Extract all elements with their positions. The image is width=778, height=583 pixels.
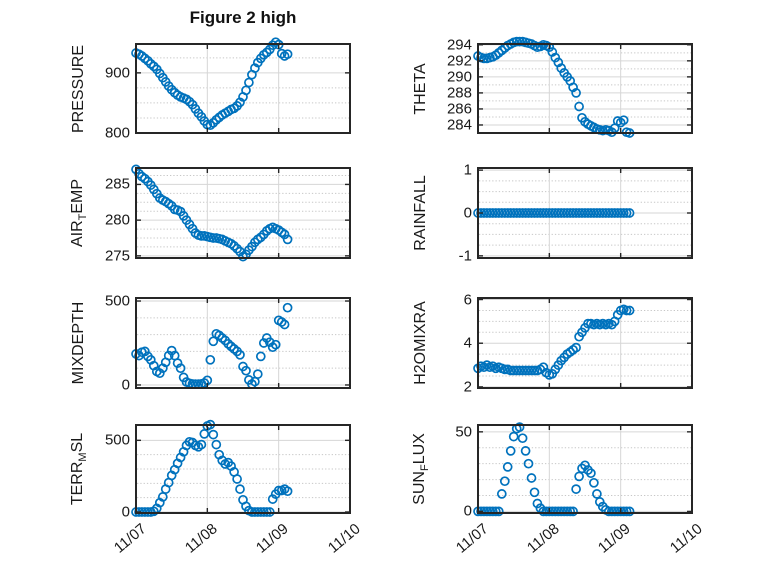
y-tick-label: 4 [463,334,472,352]
pressure-series [131,37,293,131]
subplot-h2omixra [473,297,693,389]
y-tick-label: 292 [446,52,472,70]
subplot-rainfall [473,167,693,259]
air-temp-series [131,164,293,262]
axes-box [135,43,351,134]
y-tick-label: 0 [463,204,472,222]
terr-msl-series [131,419,293,517]
mixdepth-series [131,302,293,389]
y-axis-label-pressure: PRESSURE [70,44,87,133]
y-tick-label: 0 [121,503,130,521]
y-tick-label: 2 [463,378,472,396]
y-axis-label-sun-flux: SUNFLUX [411,433,431,505]
subplot-air-temp [131,164,351,262]
y-axis-label-h2omixra: H2OMIXRA [412,301,429,385]
y-tick-label: -1 [458,247,472,265]
axes-box [477,424,693,514]
subplot-pressure [131,37,351,134]
sun-flux-series [473,422,635,517]
y-tick-label: 900 [104,64,130,82]
rainfall-series [473,208,635,218]
y-tick-label: 50 [455,423,472,441]
y-tick-label: 500 [104,431,130,449]
y-tick-label: 275 [104,247,130,265]
y-tick-label: 290 [446,68,472,86]
y-tick-label: 284 [446,116,472,134]
y-tick-label: 6 [463,291,472,309]
subplot-sun-flux [473,422,693,517]
y-axis-label-theta: THETA [412,62,429,115]
theta-series [473,36,635,138]
subplot-terr-msl [131,419,351,517]
h2omixra-series [473,304,635,380]
axes-box [135,297,351,389]
y-tick-label: 500 [104,292,130,310]
y-tick-label: 294 [446,36,472,54]
y-tick-label: 0 [463,502,472,520]
y-tick-label: 800 [104,124,130,142]
y-tick-label: 288 [446,84,472,102]
axes-box [135,424,351,514]
y-tick-label: 285 [104,175,130,193]
y-axis-label-terr-msl: TERRMSL [69,432,89,506]
subplot-theta [473,36,693,138]
axes-box [135,167,351,259]
figure-title: Figure 2 high [189,8,297,27]
y-tick-label: 0 [121,376,130,394]
subplot-mixdepth [131,297,351,389]
axes-box [477,43,693,134]
y-axis-label-mixdepth: MIXDEPTH [70,301,87,385]
y-axis-label-air-temp: AIRTEMP [69,178,89,248]
y-tick-label: 286 [446,100,472,118]
y-tick-label: 280 [104,211,130,229]
y-axis-label-rainfall: RAINFALL [412,175,429,251]
y-tick-label: 1 [463,161,472,179]
